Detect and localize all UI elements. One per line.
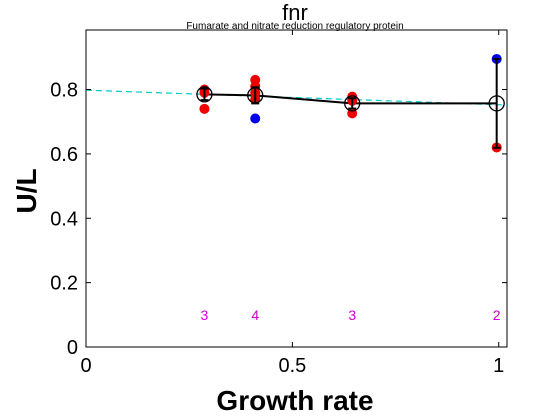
y-tick-label: 0.2 bbox=[50, 273, 78, 295]
sample-count-label: 3 bbox=[348, 307, 356, 323]
sample-count-label: 4 bbox=[251, 307, 259, 323]
y-tick-label: 0.8 bbox=[50, 80, 78, 102]
count-labels-layer: 3 4 3 2 bbox=[201, 307, 501, 323]
means-layer bbox=[196, 57, 505, 149]
axes-box bbox=[85, 29, 508, 348]
mean-line bbox=[204, 93, 497, 105]
sample-count-label: 2 bbox=[493, 307, 501, 323]
y-axis-label: U/L bbox=[11, 168, 42, 213]
mean-marker bbox=[344, 95, 361, 112]
chart-subtitle: Fumarate and nitrate reduction regulator… bbox=[186, 21, 403, 32]
sample-count-label: 3 bbox=[201, 307, 209, 323]
plot-area: 3 4 3 2 0 0.5 1 0 0.2 0.4 0.6 0.8 bbox=[50, 29, 508, 377]
x-tick-label: 0.5 bbox=[278, 355, 306, 377]
x-axis-label: Growth rate bbox=[216, 385, 373, 416]
blue-point bbox=[250, 113, 261, 124]
x-tick-label: 1 bbox=[493, 355, 504, 377]
mean-marker bbox=[488, 95, 505, 112]
ticks-layer: 0 0.5 1 0 0.2 0.4 0.6 0.8 bbox=[50, 30, 507, 377]
y-tick-label: 0.4 bbox=[50, 208, 78, 230]
mean-marker bbox=[196, 86, 213, 103]
x-tick-label: 0 bbox=[80, 355, 91, 377]
y-tick-label: 0 bbox=[67, 337, 78, 359]
y-tick-label: 0.6 bbox=[50, 144, 78, 166]
mean-line-layer bbox=[204, 93, 497, 105]
chart-title: fnr bbox=[282, 0, 308, 25]
mean-marker bbox=[247, 87, 264, 104]
red-point bbox=[199, 103, 210, 114]
